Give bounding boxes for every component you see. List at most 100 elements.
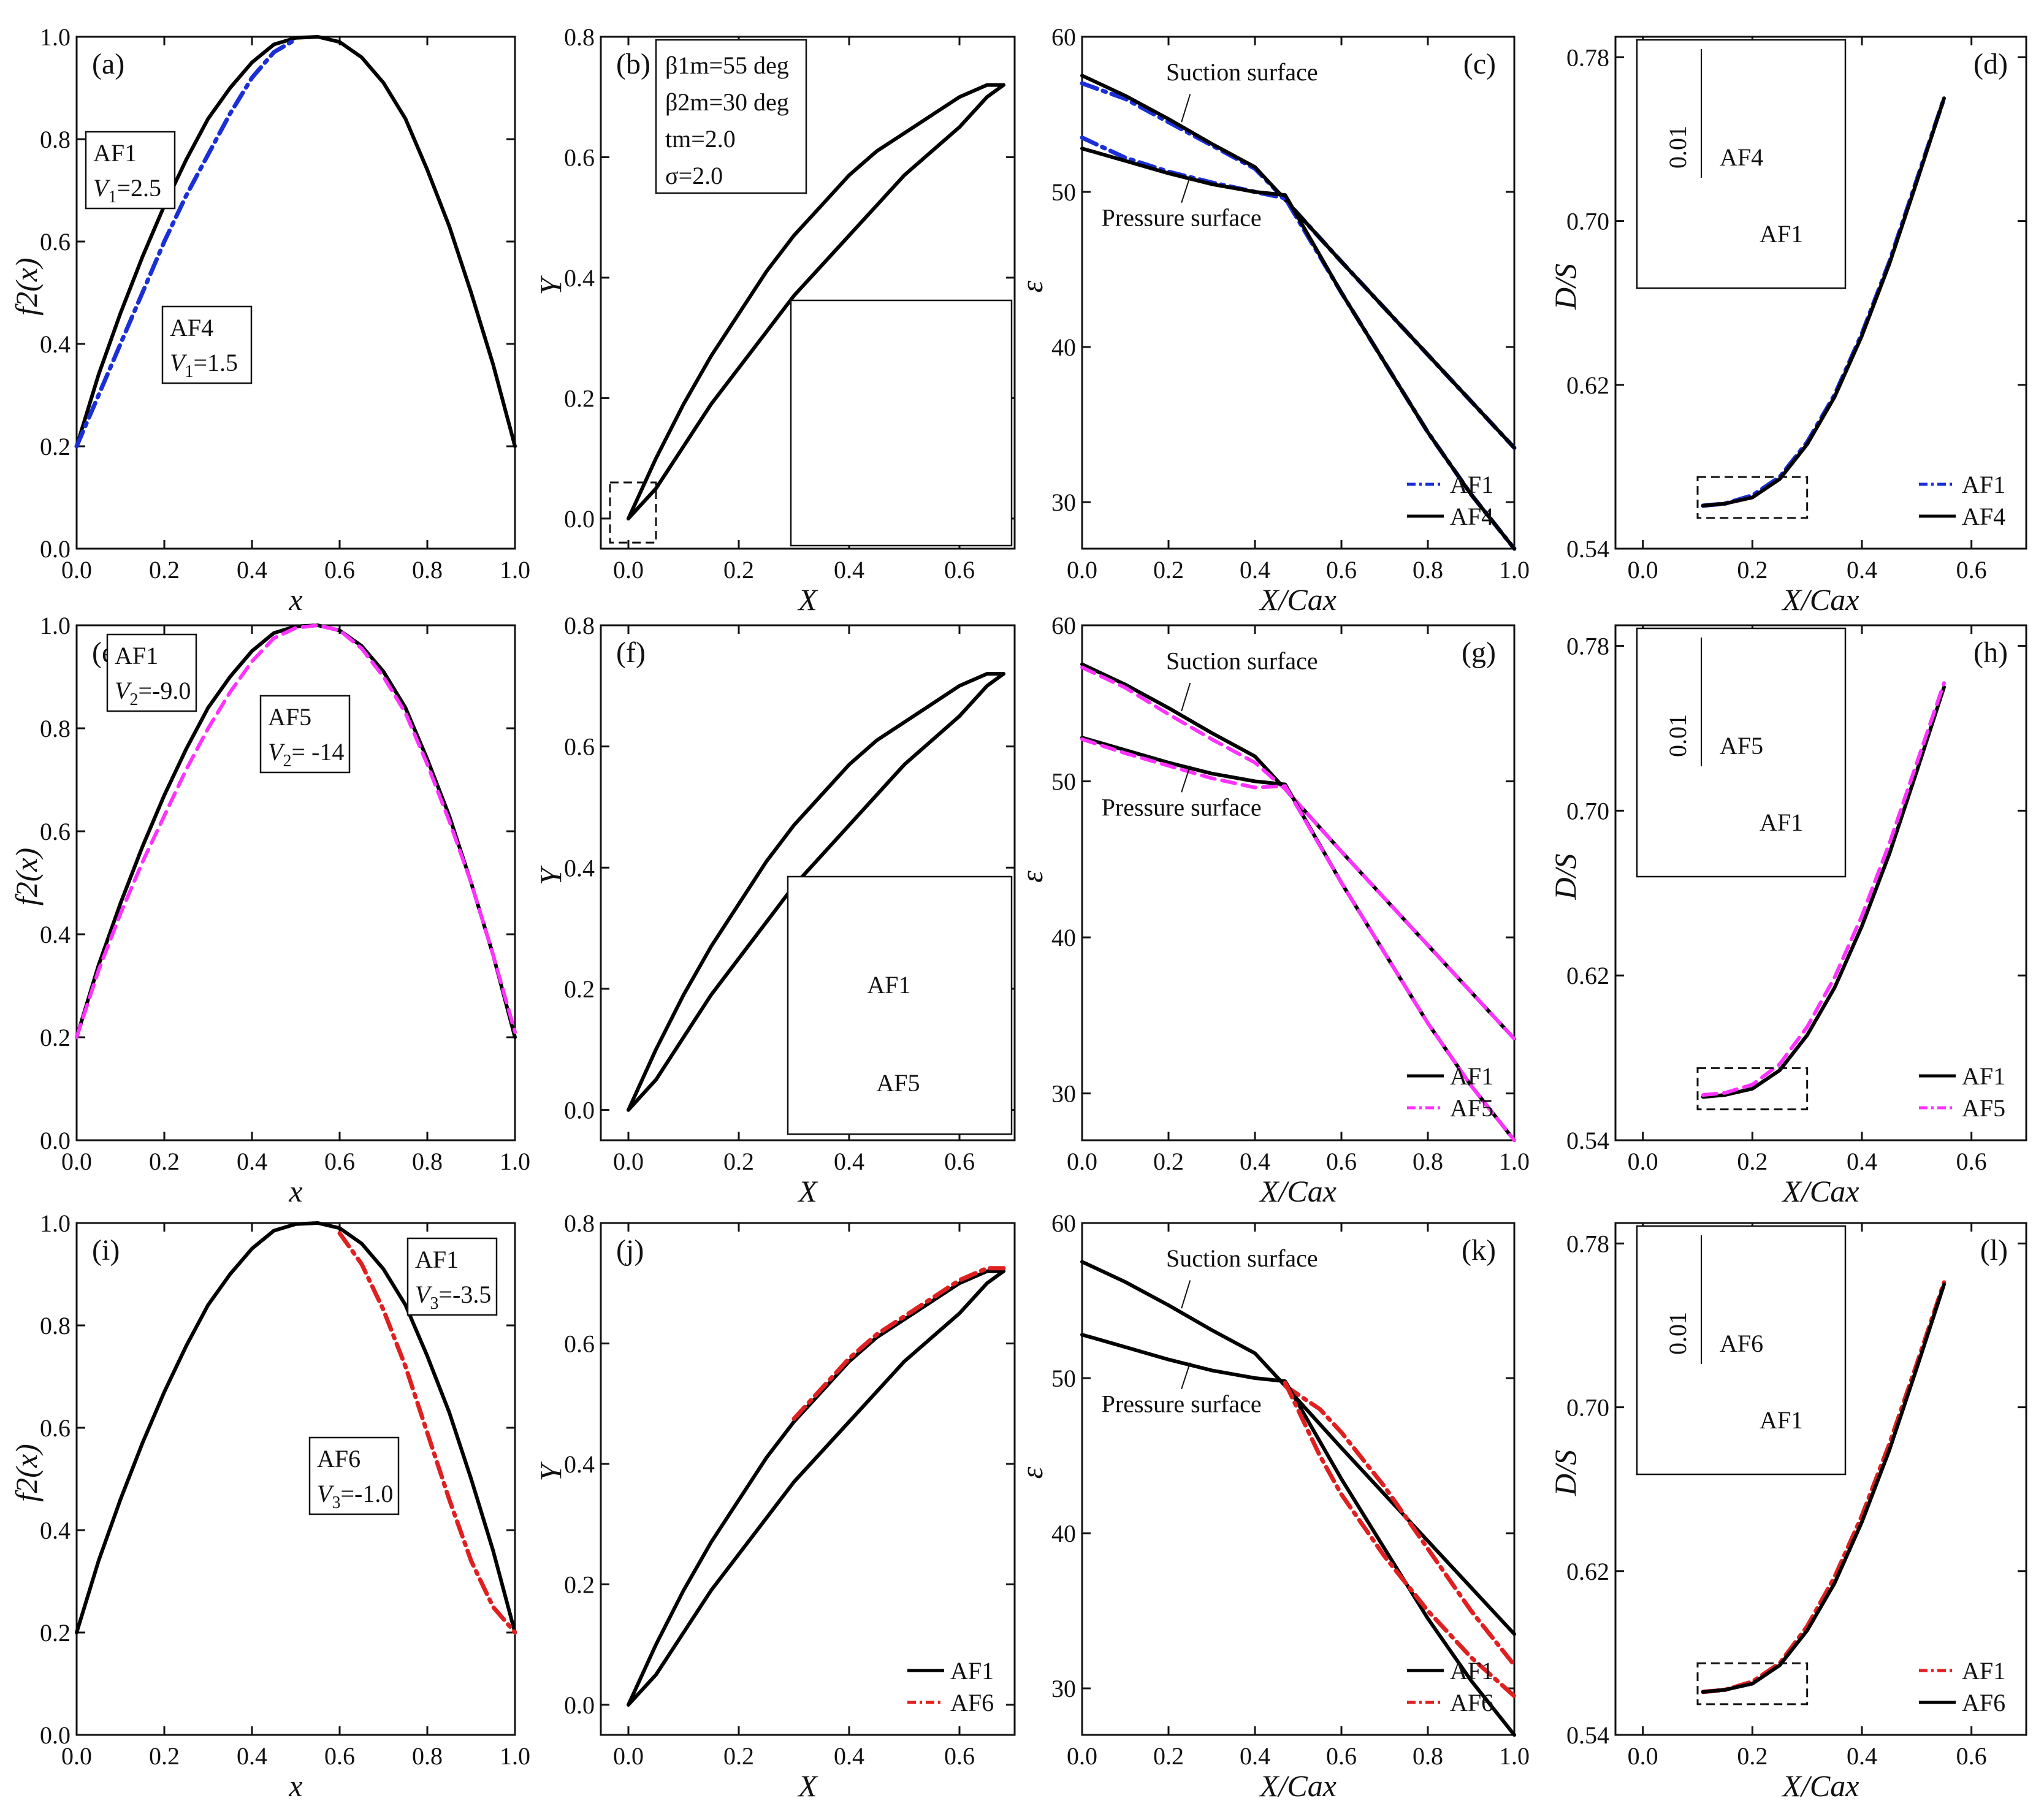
- plot-frame: [1081, 1222, 1516, 1736]
- x-tick-label: 0.4: [1240, 556, 1270, 584]
- x-tick-label: 0.8: [412, 1148, 443, 1175]
- x-tick-label: 0.0: [61, 1742, 92, 1770]
- params-box: [655, 39, 807, 194]
- y-axis-label: D/S: [1548, 854, 1582, 901]
- x-tick-label: 0.8: [1413, 1148, 1443, 1175]
- y-tick-label: 0.4: [564, 1450, 595, 1478]
- scale-label: 0.01: [1664, 126, 1691, 169]
- y-tick-label: 60: [1051, 1210, 1076, 1237]
- callout-box: [259, 695, 351, 774]
- zoom-box: [1696, 1662, 1809, 1705]
- x-tick-label: 1.0: [500, 1742, 530, 1770]
- series-af6-pressure: [1283, 1381, 1517, 1699]
- legend-label-AF1: AF1: [1962, 471, 2005, 498]
- x-tick-label: 0.0: [1067, 556, 1097, 584]
- x-tick-label: 0.4: [1847, 556, 1877, 584]
- legend-label-AF6: AF6: [1962, 1689, 2005, 1716]
- panel-k: 0.0 0.2 0.4 0.6 0.8 1.0 30 40 50 60 X/Cax ε (k) AF1 AF…: [1015, 1210, 1530, 1803]
- x-axis-label: X: [797, 582, 818, 617]
- inset-frame: [790, 299, 1013, 547]
- x-tick-label: 0.6: [1326, 1742, 1357, 1770]
- x-tick-label: 1.0: [1499, 556, 1530, 584]
- y-tick-label: 60: [1051, 612, 1076, 639]
- x-tick-label: 0.0: [61, 1148, 92, 1175]
- x-tick-label: 0.8: [412, 556, 443, 584]
- series-af1: [1701, 685, 1946, 1099]
- x-tick-label: 0.0: [61, 556, 92, 584]
- x-tick-label: 0.2: [1737, 1742, 1768, 1770]
- x-tick-label: 0.0: [1628, 1148, 1658, 1175]
- x-tick-label: 1.0: [500, 556, 530, 584]
- x-tick-label: 0.8: [412, 1742, 443, 1770]
- plot-frame: [1614, 624, 2027, 1141]
- y-tick-label: 0.2: [40, 1024, 71, 1051]
- series-af4: [74, 37, 298, 449]
- legend-label-AF5: AF5: [1962, 1094, 2005, 1122]
- y-axis-label: Y: [533, 1461, 568, 1481]
- x-axis-label: X/Cax: [1259, 1769, 1337, 1803]
- panel-j: 0.0 0.2 0.4 0.6 0.0 0.2 0.4 0.6 0.8 X Y (j) AF1 AF6: [533, 1210, 1016, 1803]
- y-tick-label: 0.4: [40, 921, 71, 948]
- suction-leader: [1181, 94, 1191, 123]
- callout-title: AF1: [415, 1246, 459, 1273]
- x-tick-label: 1.0: [1499, 1742, 1530, 1770]
- x-tick-label: 0.8: [1413, 1742, 1443, 1770]
- y-axis-label: ε: [1015, 280, 1049, 292]
- panel-label: (h): [1973, 636, 2008, 669]
- y-tick-label: 0.2: [40, 433, 71, 460]
- y-axis-label: f2(x): [9, 1444, 44, 1501]
- suction-label: Suction surface: [1166, 647, 1318, 674]
- callout-title: AF6: [317, 1445, 360, 1473]
- y-axis-label: D/S: [1548, 264, 1582, 310]
- y-tick-label: 0.6: [564, 1330, 595, 1357]
- y-tick-label: 0.6: [40, 228, 71, 256]
- x-tick-label: 0.0: [1067, 1148, 1097, 1175]
- y-tick-label: 0.62: [1566, 962, 1609, 989]
- y-tick-label: 0.70: [1566, 208, 1609, 235]
- panel-label: (l): [1980, 1234, 2008, 1267]
- y-tick-label: 0.8: [40, 126, 71, 153]
- x-tick-label: 0.2: [149, 556, 180, 584]
- y-tick-label: 1.0: [40, 612, 71, 639]
- callout-box: [161, 305, 253, 384]
- y-tick-label: 0.4: [40, 1517, 71, 1544]
- x-tick-label: 0.6: [1326, 1148, 1357, 1175]
- x-tick-label: 0.8: [1413, 556, 1443, 584]
- x-tick-label: 0.6: [1956, 556, 1987, 584]
- x-axis-label: X/Cax: [1259, 1174, 1337, 1208]
- callout-title: AF1: [115, 642, 158, 669]
- x-tick-label: 0.0: [1628, 1742, 1658, 1770]
- x-axis-label: x: [288, 1769, 302, 1803]
- panel-g: 0.0 0.2 0.4 0.6 0.8 1.0 30 40 50 60 X/Cax ε (g) AF1 AF…: [1015, 612, 1530, 1208]
- series-af1-lower: [627, 83, 1005, 520]
- y-tick-label: 0.0: [40, 1721, 71, 1749]
- y-axis-label: ε: [1015, 1466, 1049, 1479]
- x-axis-label: X: [797, 1174, 818, 1208]
- inset-label-af5: AF5: [876, 1069, 920, 1097]
- y-tick-label: 40: [1051, 924, 1076, 951]
- legend-label-AF4: AF4: [1962, 503, 2005, 530]
- y-tick-label: 0.54: [1566, 1127, 1609, 1154]
- y-tick-label: 0.0: [40, 1127, 71, 1154]
- series-af1-upper: [627, 672, 1005, 1112]
- series-af6-upper: [791, 1266, 1006, 1421]
- x-tick-label: 0.6: [944, 556, 975, 584]
- x-tick-label: 0.4: [834, 1148, 864, 1175]
- panel-f: 0.0 0.2 0.4 0.6 0.0 0.2 0.4 0.6 0.8 X Y (f) AF1 AF5: [533, 612, 1016, 1208]
- callout-title: AF1: [93, 139, 137, 167]
- y-axis-label: D/S: [1548, 1450, 1582, 1496]
- series-af1-lower: [627, 672, 1005, 1112]
- pressure-leader: [1181, 765, 1191, 793]
- plot-frame: [600, 1222, 1016, 1736]
- y-tick-label: 0.0: [564, 1691, 595, 1719]
- legend-label-AF1: AF1: [950, 1657, 994, 1685]
- y-tick-label: 0.62: [1566, 371, 1609, 399]
- y-tick-label: 0.6: [40, 818, 71, 845]
- series-af1-upper: [627, 83, 1005, 520]
- inset-label-2: AF1: [1760, 809, 1803, 836]
- param-line: β2m=30 deg: [665, 88, 789, 116]
- scale-label: 0.01: [1664, 714, 1691, 757]
- x-tick-label: 0.2: [1153, 1742, 1184, 1770]
- y-tick-label: 30: [1051, 1675, 1076, 1702]
- series-af1: [75, 1221, 517, 1634]
